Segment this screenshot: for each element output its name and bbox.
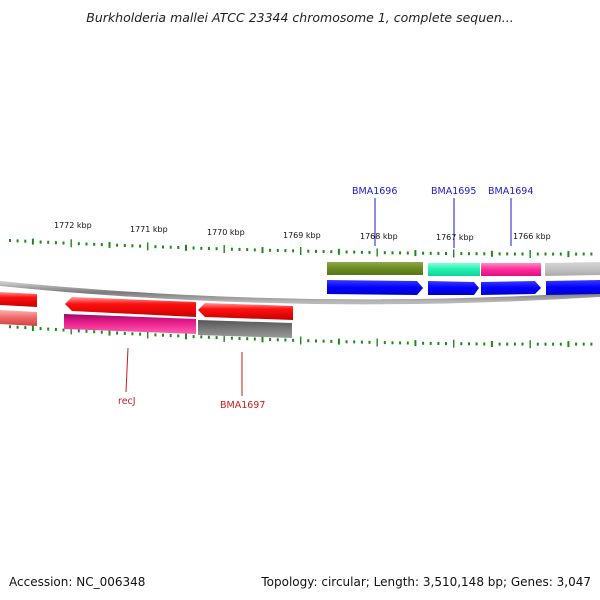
- gene-dark-gray[interactable]: [198, 320, 292, 338]
- label-bma1697[interactable]: BMA1697: [220, 400, 265, 411]
- label-recj[interactable]: recJ: [118, 396, 136, 407]
- forward-tick-row: [9, 238, 593, 258]
- gene-light-gray[interactable]: [545, 262, 600, 276]
- map-title: Burkholderia mallei ATCC 23344 chromosom…: [86, 10, 514, 25]
- scale-label-1767: 1767 kbp: [436, 233, 474, 242]
- scale-label-1769: 1769 kbp: [283, 231, 321, 240]
- cds-right-arrow[interactable]: [546, 280, 600, 295]
- accession-text: Accession: NC_006348: [9, 575, 146, 589]
- scale-label-1766: 1766 kbp: [513, 232, 551, 241]
- cds-bma1696-arrow[interactable]: [327, 280, 423, 295]
- topology-summary: Topology: circular; Length: 3,510,148 bp…: [261, 575, 591, 589]
- leader-recj: [125, 347, 129, 393]
- scale-label-1768: 1768 kbp: [360, 232, 398, 241]
- cds-bma1694-arrow[interactable]: [481, 281, 541, 295]
- scale-label-1771: 1771 kbp: [130, 225, 168, 234]
- reverse-tick-row: [9, 325, 593, 349]
- label-bma1694[interactable]: BMA1694: [488, 186, 533, 197]
- cds-left-edge-arrow[interactable]: [0, 292, 37, 307]
- gene-olive[interactable]: [327, 262, 423, 275]
- cds-bma1695-arrow[interactable]: [428, 281, 479, 295]
- gene-teal[interactable]: [428, 263, 480, 276]
- backbone-arc: [0, 280, 600, 305]
- gene-pink[interactable]: [481, 263, 541, 276]
- cds-recj-arrow[interactable]: [65, 297, 196, 317]
- label-bma1696[interactable]: BMA1696: [352, 186, 397, 197]
- gene-magenta[interactable]: [64, 314, 196, 334]
- label-bma1695[interactable]: BMA1695: [431, 186, 476, 197]
- scale-label-1770: 1770 kbp: [207, 228, 245, 237]
- gene-left-edge[interactable]: [0, 310, 37, 326]
- cds-bma1697-arrow[interactable]: [198, 303, 293, 320]
- scale-label-1772: 1772 kbp: [54, 221, 92, 230]
